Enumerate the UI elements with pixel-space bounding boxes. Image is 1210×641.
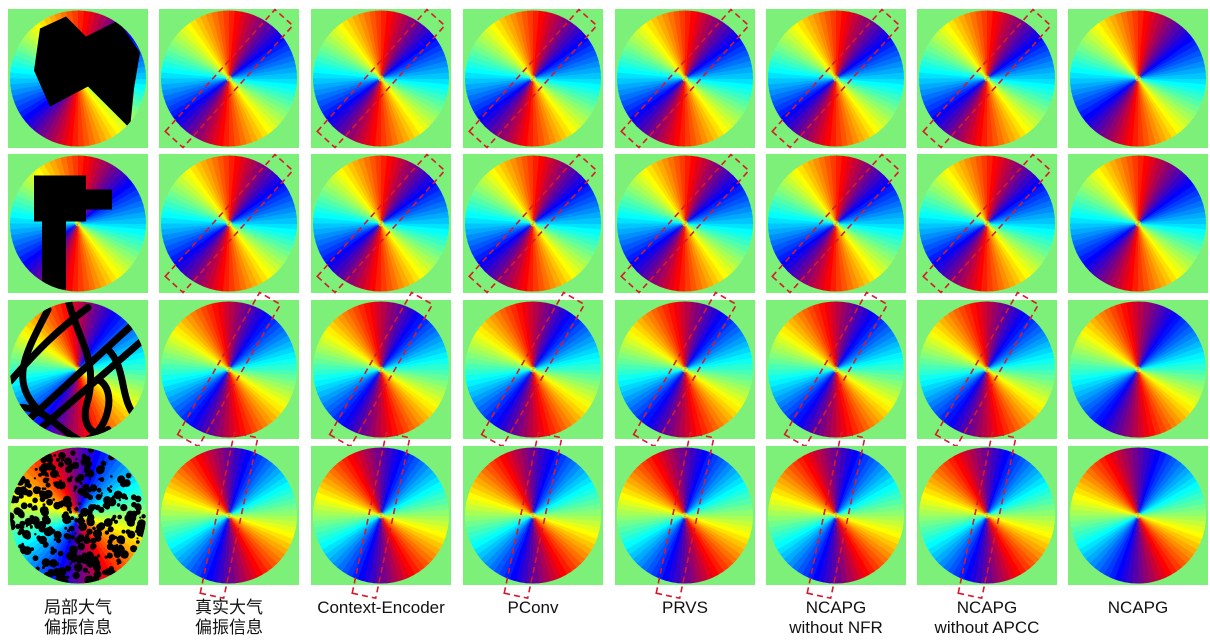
highlight-box	[922, 8, 1052, 149]
cell-row-2-gt	[159, 153, 299, 294]
polarization-field	[313, 8, 449, 149]
cell-row-1-context-encoder	[311, 8, 451, 149]
cell-row-1-partial	[8, 9, 148, 148]
cell-row-3-ncapg-without-apcc	[917, 291, 1057, 448]
mask-block-shapes	[34, 175, 112, 290]
cell-row-4-gt	[159, 431, 299, 600]
cell-row-3-ncapg-without-nfr	[766, 291, 906, 448]
cell-row-4-context-encoder	[311, 431, 451, 600]
polarization-field	[465, 8, 601, 149]
cell-row-1-gt	[159, 8, 299, 149]
caption-line: Context-Encoder	[317, 598, 445, 617]
polarization-field	[617, 291, 753, 448]
polarization-field	[161, 153, 297, 294]
caption-context-encoder: Context-Encoder	[307, 598, 455, 618]
caption-line: NCAPG	[956, 598, 1018, 617]
polarization-field	[768, 8, 904, 149]
cell-row-2-ncapg-without-nfr	[766, 153, 906, 294]
polarization-field	[919, 431, 1055, 600]
polarization-field	[313, 431, 449, 600]
cell-row-1-prvs	[615, 8, 755, 149]
cell-row-3-context-encoder	[311, 291, 451, 448]
polarization-field	[161, 8, 297, 149]
cell-row-4-prvs	[615, 431, 755, 600]
caption-line: PRVS	[662, 598, 708, 617]
caption-pconv: PConv	[459, 598, 607, 618]
polarization-field	[617, 8, 753, 149]
caption-line: 偏振信息	[44, 618, 112, 637]
caption-line: NCAPG	[1107, 598, 1169, 617]
caption-line: 真实大气	[195, 598, 263, 617]
highlight-box	[922, 153, 1052, 294]
highlight-box	[620, 153, 750, 294]
polarization-field	[465, 431, 601, 600]
mask-dense-noise	[10, 447, 146, 584]
polarization-field	[919, 291, 1055, 448]
cell-row-3-prvs	[615, 291, 755, 448]
polarization-field	[465, 153, 601, 294]
polarization-field	[313, 153, 449, 294]
polarization-field	[617, 431, 753, 600]
polarization-field	[1070, 10, 1206, 147]
cell-row-1-ncapg-without-nfr	[766, 8, 906, 149]
polarization-field	[161, 431, 297, 600]
caption-line: 局部大气	[44, 598, 112, 617]
caption-ncapg-without-apcc: NCAPG without APCC	[913, 598, 1061, 638]
caption-line: NCAPG	[805, 598, 867, 617]
polarization-field	[768, 431, 904, 600]
polarization-field	[919, 8, 1055, 149]
caption-line: without APCC	[934, 618, 1040, 637]
cell-row-4-ncapg-without-apcc	[917, 431, 1057, 600]
highlight-box	[468, 153, 598, 294]
cell-row-4-ncapg-without-nfr	[766, 431, 906, 600]
cell-row-2-partial	[8, 154, 148, 293]
cell-row-2-context-encoder	[311, 153, 451, 294]
cell-row-4-pconv	[463, 431, 603, 600]
polarization-field	[617, 153, 753, 294]
cell-row-2-prvs	[615, 153, 755, 294]
polarization-field	[10, 155, 146, 292]
cell-row-2-ncapg	[1068, 154, 1208, 293]
polarization-field	[10, 10, 146, 147]
cell-row-1-pconv	[463, 8, 603, 149]
polarization-field	[10, 301, 146, 438]
caption-line: without NFR	[789, 618, 883, 637]
polarization-field	[1070, 155, 1206, 292]
cell-row-3-pconv	[463, 291, 603, 448]
polarization-field	[919, 153, 1055, 294]
cell-row-1-ncapg-without-apcc	[917, 8, 1057, 149]
polarization-field	[768, 291, 904, 448]
caption-gt: 真实大气 偏振信息	[155, 598, 303, 638]
polarization-field	[313, 291, 449, 448]
cell-row-1-ncapg	[1068, 9, 1208, 148]
highlight-box	[771, 153, 901, 294]
polarization-field	[465, 291, 601, 448]
caption-prvs: PRVS	[611, 598, 759, 618]
polarization-field	[768, 153, 904, 294]
caption-partial: 局部大气 偏振信息	[4, 598, 152, 638]
cell-row-3-partial	[8, 300, 148, 439]
cell-row-2-ncapg-without-apcc	[917, 153, 1057, 294]
cell-row-4-ncapg	[1068, 446, 1208, 585]
mask-irregular-polygon	[34, 16, 140, 129]
polarization-field	[10, 447, 146, 584]
cell-row-3-gt	[159, 291, 299, 448]
cell-row-2-pconv	[463, 153, 603, 294]
highlight-box	[316, 153, 446, 294]
polarization-field	[1070, 301, 1206, 438]
polarization-field	[161, 291, 297, 448]
cell-row-4-partial	[8, 446, 148, 585]
caption-line: 偏振信息	[195, 618, 263, 637]
caption-line: PConv	[507, 598, 559, 617]
highlight-box	[164, 153, 294, 294]
caption-ncapg: NCAPG	[1064, 598, 1210, 618]
cell-row-3-ncapg	[1068, 300, 1208, 439]
polarization-field	[1070, 447, 1206, 584]
caption-ncapg-without-nfr: NCAPG without NFR	[762, 598, 910, 638]
